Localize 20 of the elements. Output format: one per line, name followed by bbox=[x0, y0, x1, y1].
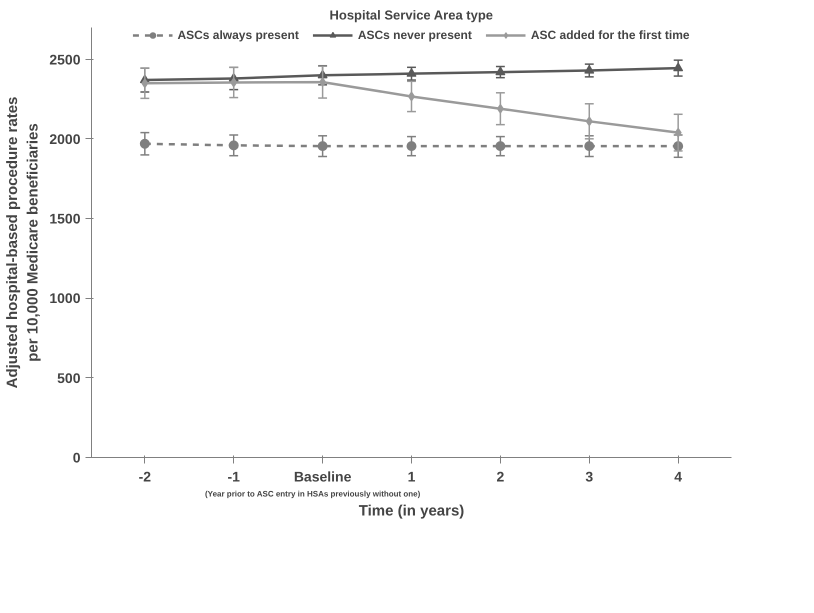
x-tick-label: -1 bbox=[228, 468, 240, 484]
legend-title: Hospital Service Area type bbox=[329, 8, 494, 22]
x-tick-label: 2 bbox=[496, 468, 504, 484]
y-tick-label: 0 bbox=[72, 450, 81, 466]
legend-label: ASC added for the first time bbox=[530, 28, 690, 42]
y-tick-label: 2000 bbox=[49, 130, 81, 147]
y-tick-label: 1000 bbox=[49, 290, 81, 306]
y-axis-title: Adjusted hospital-based procedure rates per 10,000 Medicare beneficiaries bbox=[4, 96, 42, 388]
x-axis-title: Time (in years) bbox=[358, 502, 464, 520]
x-tick-label: 3 bbox=[585, 468, 594, 484]
text: (Year prior to ASC entry in HSAs previously without one) bbox=[205, 490, 421, 498]
x-tick-label: -2 bbox=[138, 468, 152, 484]
x-tick-label: 4 bbox=[674, 468, 682, 484]
legend-label: ASCs never present bbox=[358, 28, 472, 42]
legend-label: ASCs always present bbox=[177, 28, 299, 42]
x-tick-label: Baseline bbox=[294, 468, 352, 484]
y-tick-label: 2500 bbox=[49, 51, 81, 68]
y-tick-label: 500 bbox=[57, 370, 81, 386]
y-tick-label: 1500 bbox=[49, 210, 81, 227]
x-tick-label: 1 bbox=[408, 468, 416, 484]
